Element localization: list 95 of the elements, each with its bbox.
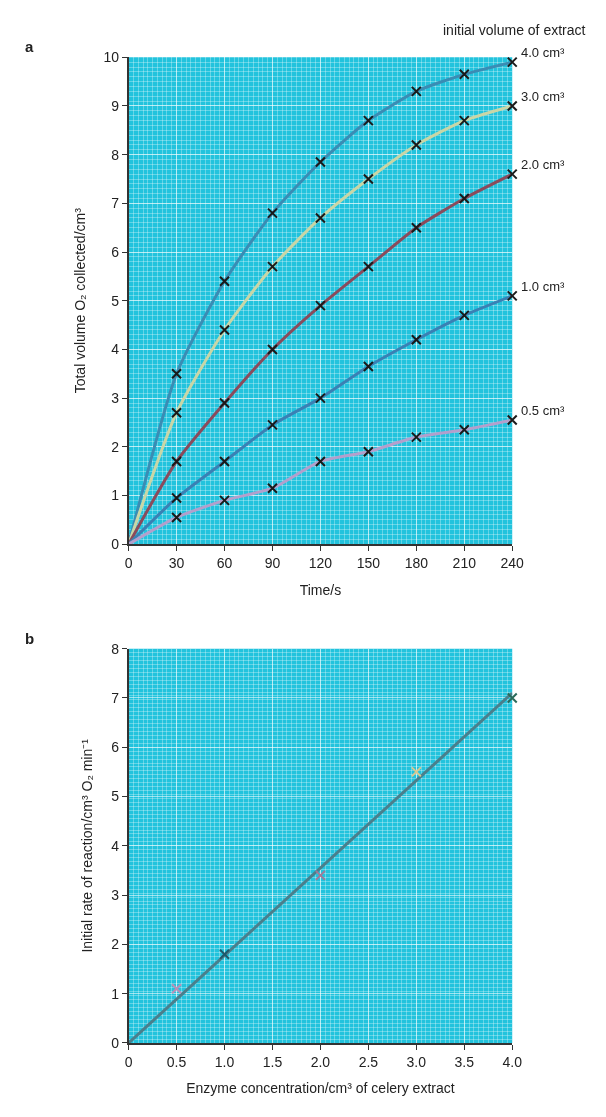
point [219,275,231,287]
x-tick-label: 60 [216,554,233,571]
x-tick-label: 3.5 [454,1053,475,1070]
x-tick-label: 120 [308,554,333,571]
point [506,414,518,426]
y-tick-label: 3 [111,887,120,904]
series-label: 2.0 cm³ [521,157,566,172]
point [171,368,183,380]
y-tick-label: 0 [111,1034,120,1051]
point [266,343,278,355]
point [171,492,183,504]
point [219,455,231,467]
point [219,324,231,336]
x-tick-label: 30 [168,554,185,571]
y-tick-label: 5 [111,788,120,805]
y-tick-label: 10 [103,49,120,66]
x-tick-label: 4.0 [502,1053,523,1070]
y-tick-label: 2 [111,936,120,953]
point [506,290,518,302]
y-tick-label: 3 [111,390,120,407]
point [171,455,183,467]
point [314,869,326,881]
text: a [25,38,34,55]
x-tick-label: 150 [356,554,381,571]
y-axis-title: Total volume O₂ collected/cm³ [71,207,88,394]
y-tick-label: 4 [111,341,120,358]
x-tick-label: 0.5 [166,1053,187,1070]
y-tick-label: 9 [111,97,120,114]
point [266,419,278,431]
point [266,482,278,494]
point [314,392,326,404]
point [362,115,374,127]
y-tick-label: 1 [111,487,120,504]
x-tick-label: 90 [264,554,281,571]
point [410,139,422,151]
point [314,212,326,224]
point [219,948,231,960]
y-axis-title: Initial rate of reaction/cm³ O₂ min⁻¹ [79,738,96,953]
point [314,300,326,312]
point [362,173,374,185]
point [506,56,518,68]
point [458,68,470,80]
y-tick-label: 8 [111,146,120,163]
point [506,100,518,112]
point [458,192,470,204]
x-tick-label: 0 [124,1053,133,1070]
point [171,983,183,995]
point [362,261,374,273]
x-tick-label: 240 [500,554,525,571]
x-axis-title: Enzyme concentration/cm³ of celery extract [186,1080,455,1097]
point [410,85,422,97]
y-tick-label: 0 [111,536,120,553]
point [266,261,278,273]
point [458,424,470,436]
x-tick-label: 1.5 [262,1053,283,1070]
series-label: 4.0 cm³ [521,45,566,60]
y-tick-label: 4 [111,837,120,854]
point [314,156,326,168]
x-axis-title: Time/s [299,581,342,598]
series-label: 3.0 cm³ [521,89,566,104]
point [506,168,518,180]
point [171,511,183,523]
text: initial volume of extract [443,22,586,38]
text: b [25,630,35,647]
y-tick-label: 7 [111,689,120,706]
x-tick-label: 2.0 [310,1053,331,1070]
point [410,766,422,778]
point [219,397,231,409]
x-tick-label: 180 [404,554,429,571]
point [410,431,422,443]
y-tick-label: 6 [111,739,120,756]
point [506,692,518,704]
point [362,360,374,372]
x-tick-label: 2.5 [358,1053,379,1070]
y-tick-label: 8 [111,640,120,657]
y-tick-label: 6 [111,243,120,260]
point [171,407,183,419]
point [362,446,374,458]
y-tick-label: 1 [111,985,120,1002]
point [314,455,326,467]
series-label: 0.5 cm³ [521,403,566,418]
point [219,494,231,506]
x-tick-label: 0 [124,554,133,571]
point [410,334,422,346]
y-tick-label: 7 [111,195,120,212]
x-tick-label: 1.0 [214,1053,235,1070]
x-tick-label: 210 [452,554,477,571]
point [266,207,278,219]
point [458,115,470,127]
y-tick-label: 5 [111,292,120,309]
y-tick-label: 2 [111,438,120,455]
point [410,222,422,234]
x-tick-label: 3.0 [406,1053,427,1070]
point [458,309,470,321]
series-label: 1.0 cm³ [521,279,566,294]
